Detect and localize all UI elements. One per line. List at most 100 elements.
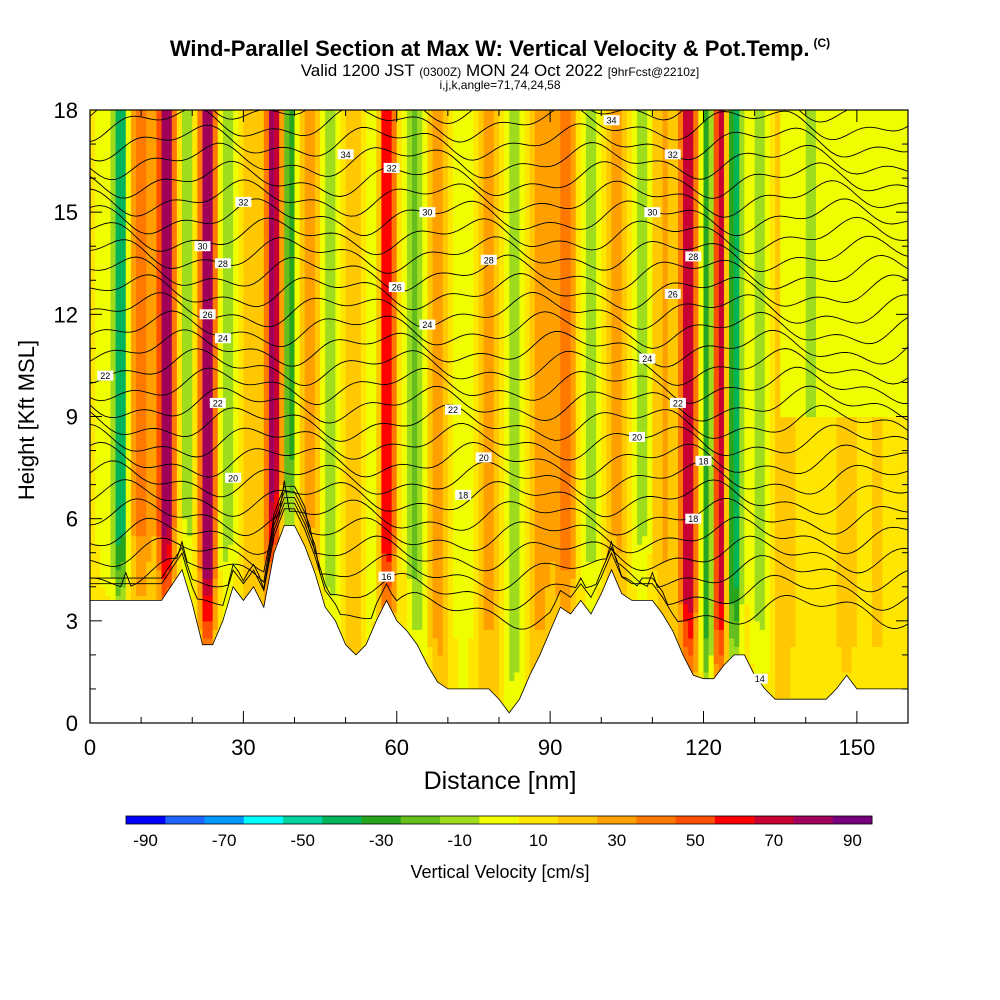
field-cell (105, 578, 112, 588)
field-cell (325, 484, 331, 494)
field-cell (427, 356, 434, 367)
field-cell (202, 186, 209, 196)
field-cell (130, 569, 137, 579)
field-cell (345, 169, 352, 179)
field-cell (263, 356, 270, 367)
field-cell (161, 459, 168, 469)
field-cell (95, 476, 101, 486)
field-cell (146, 288, 152, 298)
field-cell (110, 118, 117, 128)
field-cell (299, 407, 306, 418)
field-cell (376, 459, 383, 469)
field-cell (110, 305, 117, 315)
field-cell (268, 399, 275, 409)
field-cell (355, 476, 362, 486)
field-cell (432, 254, 439, 264)
field-cell (432, 442, 439, 452)
field-cell (345, 220, 352, 230)
copyright-mark: (C) (813, 36, 831, 50)
field-cell (146, 407, 152, 418)
field-cell (294, 407, 301, 418)
field-cell (202, 331, 209, 341)
field-cell (115, 254, 122, 264)
field-cell (161, 314, 168, 324)
field-cell (350, 416, 357, 426)
field-cell (391, 586, 398, 596)
field-cell (100, 203, 106, 213)
field-cell (192, 356, 198, 367)
field-cell (437, 118, 444, 128)
field-cell (335, 399, 342, 409)
field-cell (417, 450, 423, 460)
field-cell (120, 425, 127, 435)
field-cell (151, 322, 158, 332)
field-cell (95, 195, 101, 205)
field-cell (350, 271, 357, 281)
field-cell (268, 144, 275, 154)
field-cell (340, 169, 347, 179)
field-cell (406, 390, 413, 401)
field-cell (207, 407, 214, 418)
field-cell (248, 476, 255, 486)
field-cell (202, 297, 209, 307)
field-cell (279, 348, 285, 358)
field-cell (222, 229, 229, 239)
field-cell (355, 425, 362, 435)
field-cell (335, 373, 342, 384)
field-cell (401, 544, 408, 554)
field-cell (289, 416, 296, 426)
field-cell (325, 459, 331, 469)
field-cell (136, 220, 142, 230)
field-cell (401, 510, 408, 520)
field-cell (274, 127, 280, 137)
field-cell (136, 356, 142, 367)
field-cell (294, 476, 301, 486)
field-cell (412, 237, 418, 247)
field-cell (422, 637, 429, 647)
field-cell (263, 416, 270, 426)
field-cell (212, 501, 219, 511)
field-cell (417, 152, 423, 162)
field-cell (386, 135, 393, 145)
field-cell (320, 552, 326, 562)
field-cell (320, 305, 326, 315)
field-cell (258, 348, 265, 358)
field-cell (325, 127, 331, 137)
field-cell (289, 305, 296, 315)
field-cell (340, 620, 347, 630)
field-cell (279, 459, 285, 469)
field-cell (396, 237, 403, 247)
field-cell (371, 186, 377, 196)
field-cell (115, 297, 122, 307)
field-cell (360, 425, 367, 435)
field-cell (202, 467, 209, 477)
field-cell (427, 501, 434, 511)
field-cell (90, 399, 96, 409)
field-cell (422, 331, 429, 341)
field-cell (258, 390, 265, 401)
field-cell (386, 365, 393, 375)
field-cell (376, 365, 383, 375)
field-cell (345, 305, 352, 315)
field-cell (355, 331, 362, 341)
field-cell (284, 314, 290, 324)
field-cell (360, 237, 367, 247)
field-cell (115, 399, 122, 409)
field-cell (371, 314, 377, 324)
field-cell (391, 373, 398, 384)
field-cell (238, 169, 244, 179)
field-cell (360, 280, 367, 290)
field-cell (299, 229, 306, 239)
field-cell (268, 382, 275, 392)
field-cell (437, 288, 444, 298)
field-cell (212, 493, 219, 503)
field-cell (110, 339, 117, 349)
field-cell (197, 254, 204, 264)
field-cell (309, 450, 316, 460)
field-cell (396, 144, 403, 154)
field-cell (212, 578, 219, 588)
field-cell (427, 561, 434, 571)
field-cell (100, 314, 106, 324)
field-cell (115, 339, 122, 349)
field-cell (192, 152, 198, 162)
